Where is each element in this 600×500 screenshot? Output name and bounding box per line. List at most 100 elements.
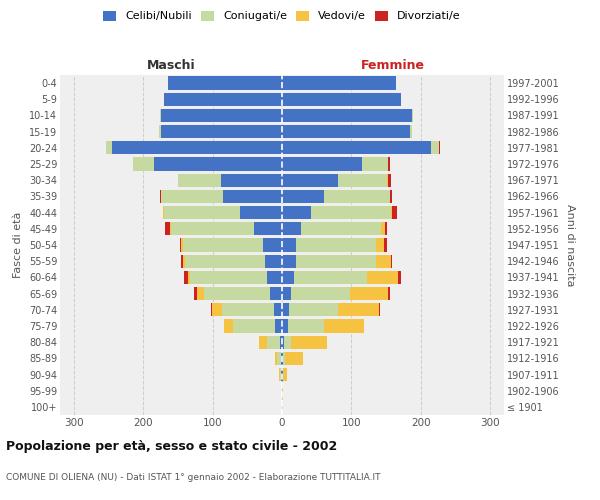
Bar [161, 109, 282, 122]
Bar [267, 270, 282, 284]
Bar [381, 222, 385, 235]
Bar [280, 368, 281, 381]
Bar [211, 303, 212, 316]
Bar [194, 287, 197, 300]
Bar [263, 238, 282, 252]
Bar [296, 238, 376, 252]
Bar [282, 384, 283, 398]
Bar [188, 270, 190, 284]
Bar [392, 206, 397, 220]
Bar [269, 287, 282, 300]
Bar [282, 238, 296, 252]
Bar [350, 287, 388, 300]
Y-axis label: Anni di nascita: Anni di nascita [565, 204, 575, 286]
Bar [282, 190, 323, 203]
Bar [412, 109, 413, 122]
Bar [389, 190, 390, 203]
Bar [287, 320, 323, 332]
Bar [282, 352, 283, 365]
Bar [282, 206, 311, 220]
Bar [296, 254, 376, 268]
Bar [388, 287, 389, 300]
Bar [274, 303, 282, 316]
Bar [178, 174, 221, 187]
Bar [282, 92, 401, 106]
Bar [268, 336, 280, 349]
Bar [337, 174, 388, 187]
Legend: Celibi/Nubili, Coniugati/e, Vedovi/e, Divorziati/e: Celibi/Nubili, Coniugati/e, Vedovi/e, Di… [103, 10, 461, 22]
Bar [282, 368, 283, 381]
Bar [282, 109, 412, 122]
Bar [180, 238, 181, 252]
Text: Femmine: Femmine [361, 59, 425, 72]
Bar [291, 287, 350, 300]
Bar [281, 368, 282, 381]
Bar [161, 125, 282, 138]
Bar [265, 254, 282, 268]
Bar [294, 270, 367, 284]
Bar [439, 141, 440, 154]
Bar [112, 141, 282, 154]
Bar [301, 222, 381, 235]
Bar [184, 270, 188, 284]
Bar [283, 352, 286, 365]
Bar [284, 336, 291, 349]
Bar [282, 174, 337, 187]
Bar [390, 190, 392, 203]
Bar [275, 352, 277, 365]
Bar [171, 222, 254, 235]
Bar [362, 158, 388, 170]
Bar [254, 222, 282, 235]
Bar [376, 254, 391, 268]
Bar [337, 303, 379, 316]
Bar [277, 352, 281, 365]
Bar [282, 320, 287, 332]
Bar [282, 158, 362, 170]
Bar [221, 174, 282, 187]
Bar [241, 206, 282, 220]
Bar [166, 222, 170, 235]
Bar [391, 254, 392, 268]
Bar [280, 336, 282, 349]
Y-axis label: Fasce di età: Fasce di età [13, 212, 23, 278]
Bar [164, 206, 241, 220]
Bar [185, 254, 265, 268]
Bar [282, 254, 296, 268]
Bar [431, 141, 439, 154]
Bar [163, 206, 164, 220]
Bar [311, 206, 391, 220]
Bar [282, 303, 289, 316]
Bar [391, 206, 392, 220]
Text: Popolazione per età, sesso e stato civile - 2002: Popolazione per età, sesso e stato civil… [6, 440, 337, 453]
Bar [281, 352, 282, 365]
Bar [282, 125, 410, 138]
Bar [282, 141, 431, 154]
Bar [224, 320, 233, 332]
Bar [291, 336, 327, 349]
Bar [398, 270, 401, 284]
Bar [259, 336, 268, 349]
Bar [367, 270, 398, 284]
Bar [183, 238, 263, 252]
Bar [190, 270, 267, 284]
Bar [181, 238, 183, 252]
Bar [161, 190, 223, 203]
Bar [388, 158, 389, 170]
Bar [279, 368, 280, 381]
Bar [379, 303, 380, 316]
Bar [197, 287, 203, 300]
Bar [384, 238, 388, 252]
Bar [167, 76, 282, 90]
Bar [160, 190, 161, 203]
Bar [282, 270, 294, 284]
Bar [323, 320, 364, 332]
Bar [376, 238, 384, 252]
Bar [181, 254, 183, 268]
Bar [289, 303, 337, 316]
Bar [159, 125, 161, 138]
Bar [223, 190, 282, 203]
Bar [164, 92, 282, 106]
Bar [133, 158, 154, 170]
Bar [154, 158, 282, 170]
Bar [283, 368, 287, 381]
